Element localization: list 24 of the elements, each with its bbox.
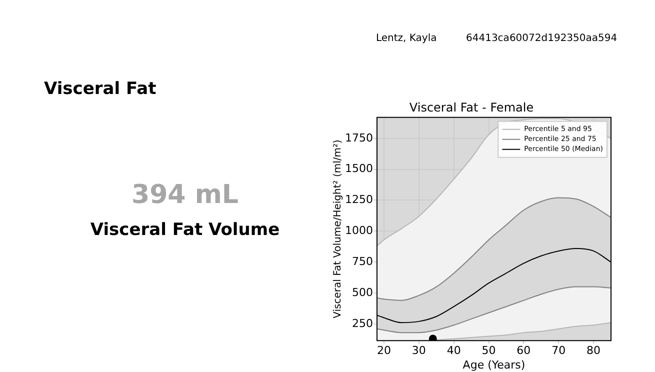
y-tick-label: 500 bbox=[352, 286, 373, 299]
y-axis-title: Visceral Fat Volume/Height² (ml/m²) bbox=[332, 140, 344, 318]
x-tick-label: 50 bbox=[482, 344, 496, 358]
line-series bbox=[376, 197, 611, 301]
x-axis-title: Age (Years) bbox=[462, 358, 526, 372]
y-tick-label: 1750 bbox=[344, 131, 373, 144]
chart-title: Visceral Fat - Female bbox=[409, 100, 534, 114]
text: 394 mL bbox=[130, 180, 240, 210]
line-series bbox=[376, 286, 611, 334]
y-tick-label: 1000 bbox=[344, 224, 373, 238]
y-tick-label: 750 bbox=[352, 254, 373, 268]
x-tick-label: 30 bbox=[412, 344, 426, 358]
x-tick-label: 70 bbox=[552, 344, 566, 358]
y-tick-label: 250 bbox=[352, 316, 373, 330]
x-tick-label: 80 bbox=[586, 344, 601, 358]
x-tick-label: 20 bbox=[376, 344, 391, 358]
y-tick-label: 1250 bbox=[344, 193, 373, 206]
x-tick-label: 60 bbox=[516, 344, 531, 358]
text: Visceral Fat Volume bbox=[89, 220, 281, 240]
x-tick-label: 40 bbox=[446, 344, 461, 358]
text: 64413ca60072d192350aa594 bbox=[466, 33, 618, 44]
text: Lentz, Kayla bbox=[376, 33, 437, 44]
text: Visceral Fat bbox=[44, 79, 156, 99]
y-tick-label: 1500 bbox=[344, 162, 373, 176]
